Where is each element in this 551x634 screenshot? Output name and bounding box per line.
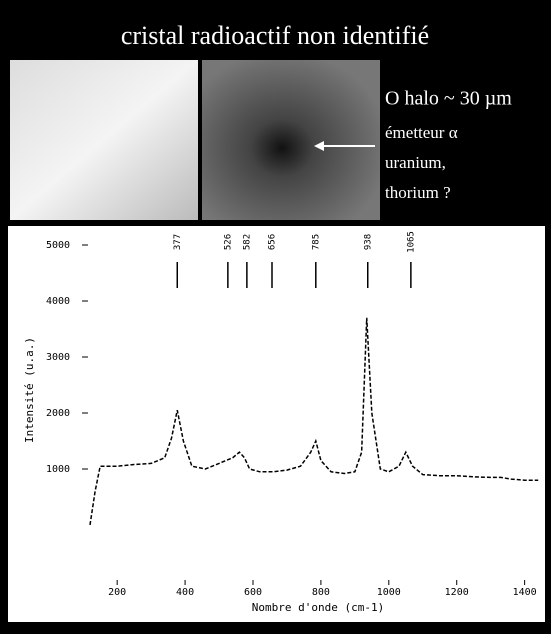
- annotation: émetteur α: [385, 123, 458, 142]
- x-tick-label: 800: [312, 587, 330, 598]
- photo-crystal: [10, 60, 198, 220]
- chart-area: [8, 226, 545, 622]
- arrow-head: [314, 141, 324, 151]
- photo-halo: [202, 60, 380, 220]
- spectrum-line: [89, 317, 539, 526]
- annotation: thorium ?: [385, 183, 451, 202]
- peak-label: 1065: [406, 231, 416, 253]
- peak-label: 377: [173, 234, 183, 250]
- y-tick-label: 5000: [46, 240, 70, 251]
- y-tick-label: 2000: [46, 408, 70, 419]
- x-tick-label: 1200: [445, 587, 469, 598]
- title: cristal radioactif non identifié: [121, 21, 429, 50]
- peak-label: 526: [223, 234, 233, 250]
- x-tick-label: 1400: [513, 587, 537, 598]
- x-tick-label: 200: [108, 587, 126, 598]
- plot: 200 400 600 800 1000 1200 1400 1000 2000 3000 4000…: [46, 231, 539, 598]
- peak-label: 938: [363, 234, 373, 250]
- y-tick-label: 4000: [46, 296, 70, 307]
- x-tick-label: 400: [176, 587, 194, 598]
- y-tick-label: 3000: [46, 352, 70, 363]
- annotation: O halo ~ 30 µm: [385, 88, 512, 110]
- y-axis-label: Intensité (u.a.): [23, 337, 36, 443]
- y-tick-label: 1000: [46, 464, 70, 475]
- x-tick-label: 1000: [377, 587, 401, 598]
- peak-label: 785: [311, 234, 321, 250]
- peak-label: 656: [268, 234, 278, 250]
- peak-label: 582: [242, 234, 252, 250]
- x-axis-label: Nombre d'onde (cm-1): [252, 601, 384, 614]
- annotation: uranium,: [385, 153, 446, 172]
- x-tick-label: 600: [244, 587, 262, 598]
